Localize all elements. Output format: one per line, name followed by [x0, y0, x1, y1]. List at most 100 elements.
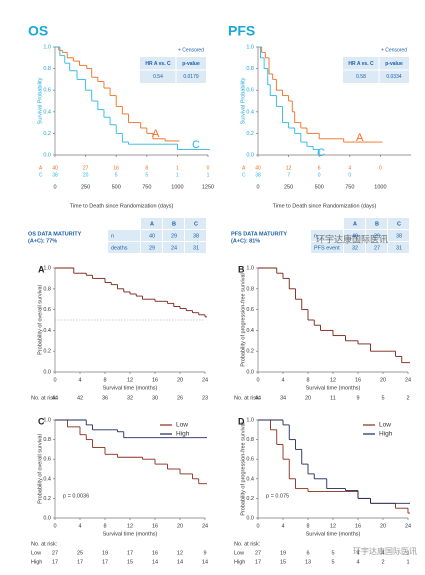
maturity-header-cell: [344, 218, 365, 229]
risk-label: No. at risk:: [31, 395, 58, 401]
x-tick-label: 0: [53, 377, 56, 383]
y-tick-label: 0.0: [246, 369, 254, 375]
x-tick-label: 20: [380, 377, 386, 383]
risk-value: 44: [52, 395, 58, 401]
maturity-header-cell: [185, 218, 206, 229]
maturity-cell: [141, 230, 162, 241]
p-value: p = 0.075: [266, 493, 289, 499]
risk-value: 7: [287, 172, 290, 178]
y-tick-label: 0.2: [246, 131, 254, 137]
risk-row-name: Low: [234, 550, 244, 556]
risk-row-name: C: [39, 172, 43, 178]
maturity-cell: [141, 242, 162, 253]
x-tick-label: 20: [380, 523, 386, 529]
maturity-cell: [185, 230, 206, 241]
y-tick-label: 0.4: [246, 328, 254, 334]
y-tick-label: 1.0: [43, 44, 51, 50]
risk-value: 8: [145, 165, 148, 171]
risk-value: 44: [255, 395, 261, 401]
risk-row-name: C: [242, 172, 246, 178]
risk-value: 27: [255, 550, 261, 556]
hr-table-cell: 0.0334: [386, 74, 402, 80]
maturity-header-cell: [388, 218, 409, 229]
risk-value: 9: [356, 395, 359, 401]
x-tick-label: 12: [127, 377, 133, 383]
y-tick-label: 0.0: [43, 515, 51, 521]
maturity-cell: [311, 230, 343, 241]
legend-label: High: [379, 431, 393, 438]
maturity-cell-text: 40: [149, 233, 155, 239]
y-tick-label: 0.0: [43, 152, 51, 158]
x-axis-label: Survival time (months): [103, 385, 158, 391]
y-tick-label: 1.0: [246, 265, 254, 271]
panel-letter: B: [238, 264, 245, 274]
maturity-cell: [366, 230, 387, 241]
chart-title: PFS: [228, 23, 255, 39]
watermark: 环宇达康国际医讯: [316, 233, 388, 244]
x-tick-label: 0: [256, 523, 259, 529]
risk-value: 15: [127, 559, 133, 565]
x-tick-label: 16: [355, 523, 361, 529]
y-tick-label: 0.8: [246, 286, 254, 292]
y-tick-label: 0.8: [246, 437, 254, 443]
risk-value: 5: [331, 550, 334, 556]
risk-row-name: High: [234, 559, 245, 565]
maturity-cell: [311, 242, 343, 253]
y-tick-label: 0.6: [246, 88, 254, 94]
hr-table-cell: 0.0179: [183, 74, 199, 80]
y-tick-label: 0.2: [43, 496, 51, 502]
risk-value: 20: [305, 395, 311, 401]
risk-value: 15: [280, 559, 286, 565]
chart-title: OS: [28, 23, 48, 39]
maturity-label: PFS DATA MATURITY: [231, 231, 287, 237]
curve-label: A: [152, 128, 160, 140]
risk-value: 4: [381, 550, 384, 556]
y-tick-label: 0.2: [43, 349, 51, 355]
curve-label: C: [192, 139, 200, 151]
maturity-header: C: [397, 221, 401, 227]
y-tick-label: 0.6: [246, 307, 254, 313]
maturity-cell-text: 29: [171, 233, 177, 239]
maturity-label: (A+C): 81%: [231, 238, 260, 244]
x-tick-label: 4: [78, 377, 81, 383]
y-axis-label: Probability of progression-free survival: [240, 422, 246, 516]
x-tick-label: 8: [103, 377, 106, 383]
x-tick-label: 24: [405, 523, 411, 529]
y-tick-label: 0.6: [246, 457, 254, 463]
risk-label: No. at risk:: [234, 395, 261, 401]
x-tick-label: 0: [53, 184, 56, 190]
risk-value: 25: [77, 550, 83, 556]
risk-value: 5: [331, 559, 334, 565]
y-tick-label: 0.8: [43, 437, 51, 443]
risk-value: 36: [102, 395, 108, 401]
risk-value: 16: [152, 550, 158, 556]
risk-value: 17: [77, 559, 83, 565]
risk-value: 17: [127, 550, 133, 556]
maturity-cell: [185, 242, 206, 253]
y-tick-label: 1.0: [43, 265, 51, 271]
risk-value: 9: [203, 550, 206, 556]
risk-value: 20: [83, 172, 89, 178]
risk-value: 1: [207, 172, 210, 178]
x-tick-label: 8: [306, 523, 309, 529]
maturity-cell: [163, 230, 184, 241]
y-axis-label: Probability of progression-free survival: [240, 273, 246, 367]
maturity-header: A: [150, 221, 154, 227]
risk-value: 14: [152, 559, 158, 565]
risk-value: 17: [255, 559, 261, 565]
y-tick-label: 0.2: [246, 349, 254, 355]
risk-row-name: A: [39, 165, 43, 171]
x-tick-label: 750: [345, 184, 354, 190]
y-tick-label: 0.4: [43, 328, 51, 334]
maturity-header-cell: [163, 218, 184, 229]
risk-value: 0: [379, 165, 382, 171]
maturity-cell-text: PFS event: [314, 245, 340, 251]
risk-value: 17: [102, 559, 108, 565]
risk-value: 0: [207, 165, 210, 171]
risk-value: 23: [202, 395, 208, 401]
x-tick-label: 8: [306, 377, 309, 383]
maturity-cell-text: 27: [374, 245, 380, 251]
maturity-cell: [344, 242, 365, 253]
